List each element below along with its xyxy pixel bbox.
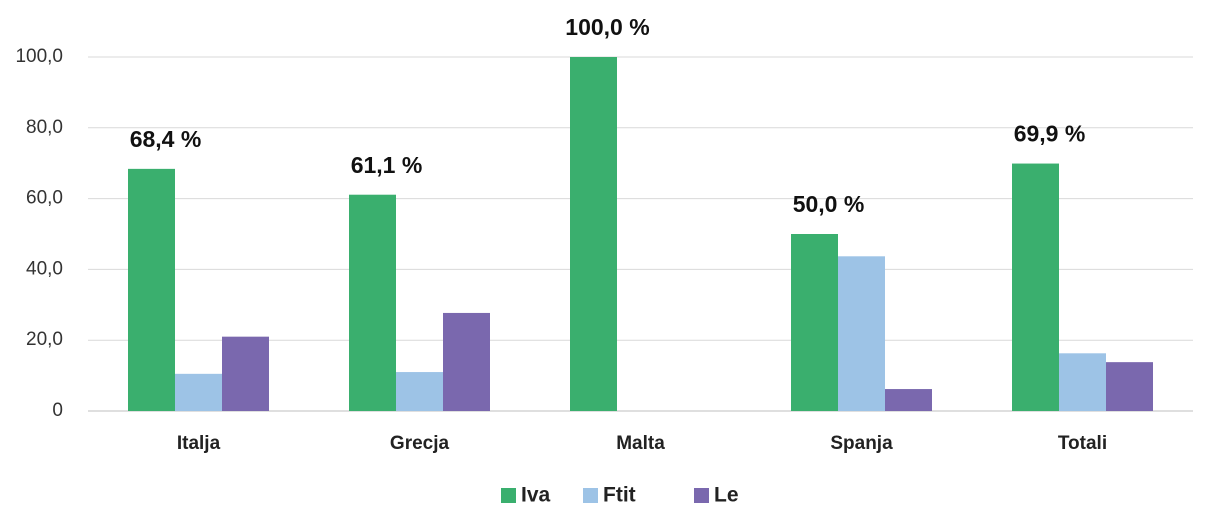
- y-tick-label: 80,0: [26, 117, 63, 138]
- y-tick-label: 0: [52, 400, 63, 421]
- y-tick-label: 60,0: [26, 188, 63, 209]
- data-label: 50,0 %: [793, 191, 865, 217]
- bar: [443, 312, 490, 411]
- bar: [570, 57, 617, 411]
- data-label: 69,9 %: [1014, 121, 1086, 147]
- bar: [175, 373, 222, 411]
- x-tick-label: Totali: [1058, 433, 1107, 454]
- x-tick-label: Italja: [177, 433, 221, 454]
- bar: [838, 256, 885, 411]
- bar: [1012, 163, 1059, 411]
- legend-label: Ftit: [603, 484, 636, 507]
- bar: [1106, 362, 1153, 411]
- bar: [885, 389, 932, 411]
- bar: [791, 234, 838, 411]
- y-tick-label: 40,0: [26, 258, 63, 279]
- x-tick-label: Malta: [616, 433, 665, 454]
- x-tick-label: Spanja: [830, 433, 893, 454]
- bar: [128, 168, 175, 411]
- bar: [349, 194, 396, 411]
- x-tick-label: Grecja: [390, 433, 450, 454]
- data-label: 61,1 %: [351, 152, 423, 178]
- bar: [222, 336, 269, 411]
- legend-swatch: [501, 488, 516, 503]
- data-label: 100,0 %: [565, 14, 649, 40]
- legend-label: Le: [714, 484, 739, 507]
- bar: [1059, 353, 1106, 411]
- legend-label: Iva: [521, 484, 551, 507]
- bar: [396, 372, 443, 411]
- y-tick-label: 100,0: [15, 46, 63, 67]
- legend-swatch: [694, 488, 709, 503]
- data-label: 68,4 %: [130, 126, 202, 152]
- legend-swatch: [583, 488, 598, 503]
- y-tick-label: 20,0: [26, 329, 63, 350]
